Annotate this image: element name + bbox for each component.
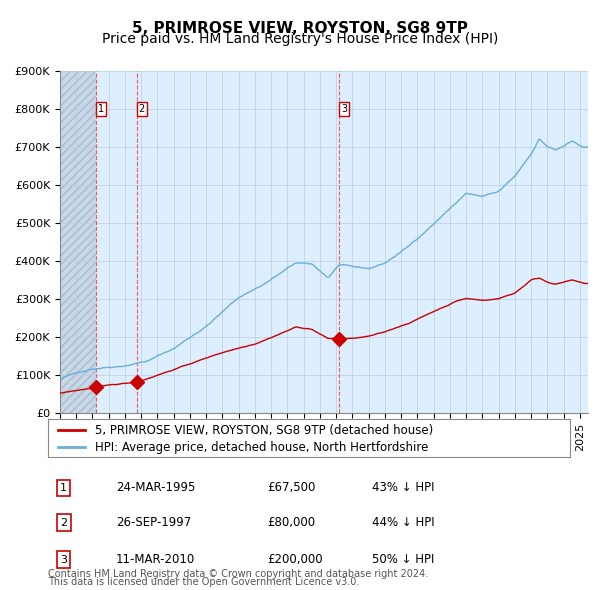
Text: 44% ↓ HPI: 44% ↓ HPI	[371, 516, 434, 529]
Text: 1: 1	[98, 104, 104, 114]
Text: 1: 1	[60, 483, 67, 493]
Text: £67,500: £67,500	[267, 481, 316, 494]
Text: 5, PRIMROSE VIEW, ROYSTON, SG8 9TP: 5, PRIMROSE VIEW, ROYSTON, SG8 9TP	[132, 21, 468, 35]
Bar	[60, 71, 96, 413]
Text: 26-SEP-1997: 26-SEP-1997	[116, 516, 191, 529]
Text: 11-MAR-2010: 11-MAR-2010	[116, 553, 195, 566]
Text: 3: 3	[341, 104, 347, 114]
Text: Contains HM Land Registry data © Crown copyright and database right 2024.: Contains HM Land Registry data © Crown c…	[48, 569, 428, 579]
Text: 43% ↓ HPI: 43% ↓ HPI	[371, 481, 434, 494]
Text: This data is licensed under the Open Government Licence v3.0.: This data is licensed under the Open Gov…	[48, 577, 359, 587]
Text: 2: 2	[60, 517, 67, 527]
Text: HPI: Average price, detached house, North Hertfordshire: HPI: Average price, detached house, Nort…	[95, 441, 428, 454]
Text: Price paid vs. HM Land Registry's House Price Index (HPI): Price paid vs. HM Land Registry's House …	[102, 32, 498, 47]
Text: 2: 2	[139, 104, 145, 114]
Text: 5, PRIMROSE VIEW, ROYSTON, SG8 9TP (detached house): 5, PRIMROSE VIEW, ROYSTON, SG8 9TP (deta…	[95, 424, 433, 437]
Text: 50% ↓ HPI: 50% ↓ HPI	[371, 553, 434, 566]
Text: 24-MAR-1995: 24-MAR-1995	[116, 481, 195, 494]
Text: £200,000: £200,000	[267, 553, 323, 566]
Text: 3: 3	[60, 555, 67, 565]
Bar	[60, 71, 96, 413]
Text: £80,000: £80,000	[267, 516, 316, 529]
